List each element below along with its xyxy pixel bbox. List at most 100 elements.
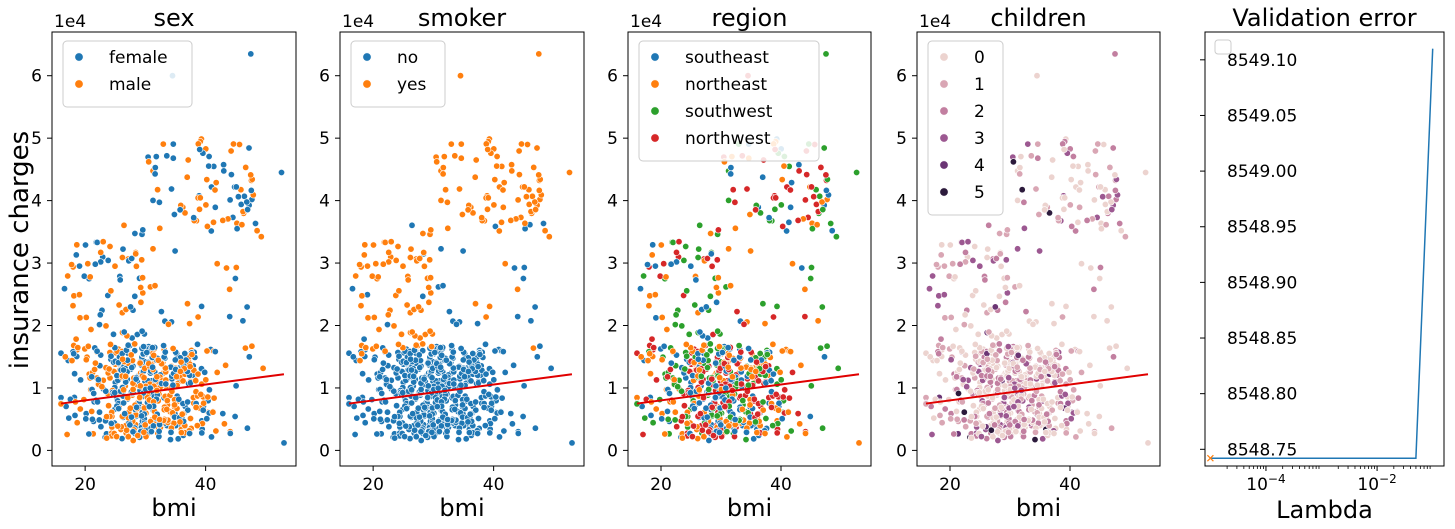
data-point (1020, 224, 1028, 232)
data-point (961, 311, 969, 319)
data-point (421, 330, 429, 338)
data-point (1054, 214, 1062, 222)
data-point (70, 350, 78, 358)
data-point (972, 287, 980, 295)
data-point (696, 410, 704, 418)
data-point (507, 216, 515, 224)
data-point (419, 292, 427, 300)
data-point (794, 410, 802, 418)
data-point (115, 405, 123, 413)
data-point (205, 153, 213, 161)
data-point (143, 348, 151, 356)
data-point (1036, 356, 1044, 364)
legend-label: 1 (974, 75, 985, 95)
panel-title: region (712, 4, 788, 32)
legend-label: southwest (685, 102, 773, 122)
data-point (713, 298, 721, 306)
data-point (96, 311, 104, 319)
data-point (198, 429, 206, 437)
data-point (493, 153, 501, 161)
data-point (132, 262, 140, 270)
data-point (383, 321, 391, 329)
data-point (420, 249, 428, 257)
data-point (938, 241, 946, 249)
data-point (767, 403, 775, 411)
data-point (370, 313, 378, 321)
data-point (1020, 427, 1028, 435)
data-point (731, 198, 739, 206)
data-point (226, 429, 234, 437)
data-point (1010, 403, 1018, 411)
data-point (984, 386, 992, 394)
data-point (151, 282, 159, 290)
data-point (1095, 412, 1103, 420)
data-point (410, 372, 418, 380)
data-point (1057, 403, 1065, 411)
data-point (992, 351, 1000, 359)
data-point (91, 365, 99, 373)
y-tick-label: 3 (319, 254, 330, 274)
data-point (1002, 412, 1010, 420)
data-point (970, 365, 978, 373)
data-point (393, 402, 401, 410)
data-point (1027, 405, 1035, 413)
data-point (220, 167, 228, 175)
data-point (161, 348, 169, 356)
y-axis-label: insurance charges (5, 131, 35, 369)
data-point (700, 341, 708, 349)
data-point (123, 426, 131, 434)
data-point (84, 260, 92, 268)
data-point (140, 374, 148, 382)
data-point (111, 389, 119, 397)
data-point (759, 398, 767, 406)
data-point (827, 220, 835, 228)
data-point (120, 221, 128, 229)
data-point (209, 408, 217, 416)
data-point (416, 255, 424, 263)
data-point (119, 355, 127, 363)
data-point (1068, 222, 1076, 230)
data-point (244, 206, 252, 214)
y-tick-label: 5 (896, 129, 907, 149)
data-point (523, 141, 531, 149)
data-point (989, 433, 997, 441)
data-point (735, 342, 743, 350)
data-point (717, 421, 725, 429)
data-point (1039, 435, 1047, 443)
data-point (459, 247, 467, 255)
data-point (1100, 141, 1108, 149)
data-point (407, 366, 415, 374)
data-point (681, 365, 689, 373)
data-point (776, 368, 784, 376)
data-point (1107, 198, 1115, 206)
data-point (408, 399, 416, 407)
data-point (1042, 429, 1050, 437)
data-point (1078, 260, 1086, 268)
data-point (174, 435, 182, 443)
data-point (639, 430, 647, 438)
data-point (149, 344, 157, 352)
data-point (72, 251, 80, 259)
data-point (650, 344, 658, 352)
data-point (102, 387, 110, 395)
data-point (145, 158, 153, 166)
data-point (1067, 415, 1075, 423)
data-point (665, 389, 673, 397)
data-point (171, 247, 179, 255)
data-point (451, 152, 459, 160)
data-point (958, 238, 966, 246)
data-point (952, 407, 960, 415)
data-point (646, 350, 654, 358)
data-point (498, 394, 506, 402)
data-point (753, 429, 761, 437)
data-point (370, 356, 378, 364)
data-point (751, 418, 759, 426)
x-axis-label: bmi (727, 494, 772, 522)
data-point (515, 147, 523, 155)
data-point (63, 430, 71, 438)
data-point (96, 321, 104, 329)
data-point (773, 302, 781, 310)
data-point (664, 415, 672, 423)
data-point (76, 405, 84, 413)
